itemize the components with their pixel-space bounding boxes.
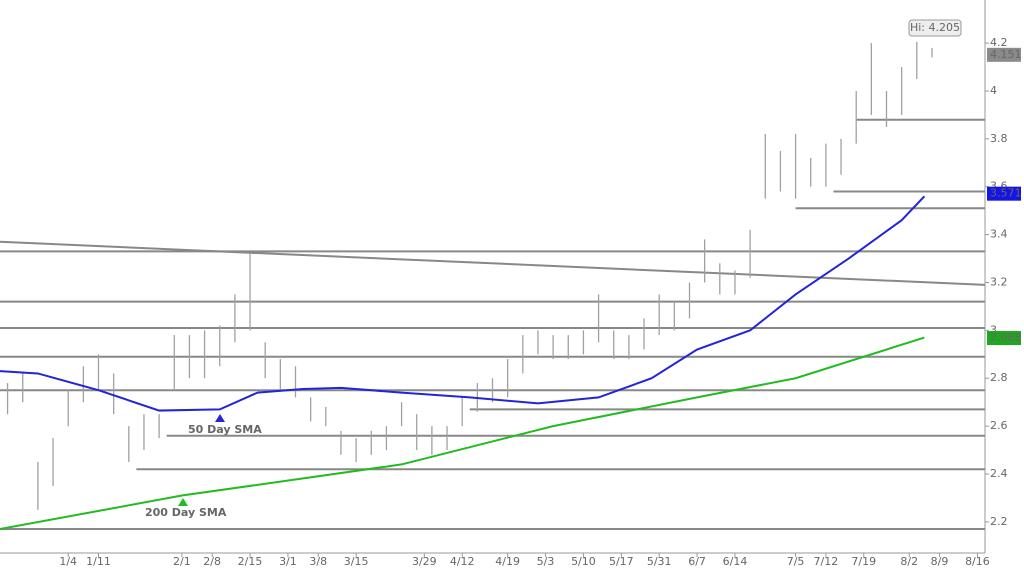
sma-line	[0, 195, 926, 412]
y-tick-label: 2.8	[990, 371, 1008, 384]
close-tag-label: 4.151	[990, 48, 1022, 61]
price-tag-label: 3.571	[990, 187, 1022, 200]
sma-line	[0, 336, 925, 531]
x-tick-label: 6/7	[688, 555, 706, 568]
trend-line	[0, 240, 986, 286]
hi-box	[908, 19, 962, 37]
price-tag	[987, 331, 1021, 346]
x-tick-label: 7/12	[814, 555, 839, 568]
price-tag	[987, 186, 1021, 201]
x-tick-label: 3/8	[309, 555, 327, 568]
y-tick-label: 3	[990, 323, 997, 336]
hi-label: Hi: 4.205	[910, 21, 960, 34]
x-tick-label: 1/4	[59, 555, 77, 568]
x-tick-label: 3/1	[279, 555, 297, 568]
sma-marker	[215, 414, 225, 422]
sma-marker	[178, 498, 188, 506]
sma-label: 200 Day SMA	[145, 506, 227, 519]
x-tick-label: 8/16	[965, 555, 990, 568]
close-tag	[987, 47, 1021, 62]
y-tick-label: 2.6	[990, 419, 1008, 432]
x-tick-label: 1/11	[86, 555, 111, 568]
x-tick-label: 5/17	[609, 555, 634, 568]
price-tag-label: 2.968	[990, 331, 1022, 344]
x-tick-label: 6/14	[723, 555, 748, 568]
x-tick-label: 4/12	[450, 555, 475, 568]
y-tick-label: 2.4	[990, 467, 1008, 480]
x-tick-label: 5/3	[537, 555, 555, 568]
x-tick-label: 8/9	[931, 555, 949, 568]
x-tick-label: 2/15	[238, 555, 263, 568]
sma-label: 50 Day SMA	[188, 423, 262, 436]
y-tick-label: 4	[990, 84, 997, 97]
x-tick-label: 4/19	[495, 555, 520, 568]
x-tick-label: 5/31	[647, 555, 672, 568]
y-tick-label: 3.8	[990, 132, 1008, 145]
y-tick-label: 2.2	[990, 515, 1008, 528]
y-tick-label: 3.4	[990, 228, 1008, 241]
x-tick-label: 7/5	[787, 555, 805, 568]
x-tick-label: 5/10	[571, 555, 596, 568]
y-tick-label: 4.2	[990, 36, 1008, 49]
x-tick-label: 3/29	[412, 555, 437, 568]
x-tick-label: 7/19	[851, 555, 876, 568]
x-tick-label: 2/1	[173, 555, 191, 568]
y-tick-label: 3.2	[990, 275, 1008, 288]
x-tick-label: 2/8	[203, 555, 221, 568]
x-tick-label: 3/15	[344, 555, 369, 568]
x-tick-label: 8/2	[900, 555, 918, 568]
